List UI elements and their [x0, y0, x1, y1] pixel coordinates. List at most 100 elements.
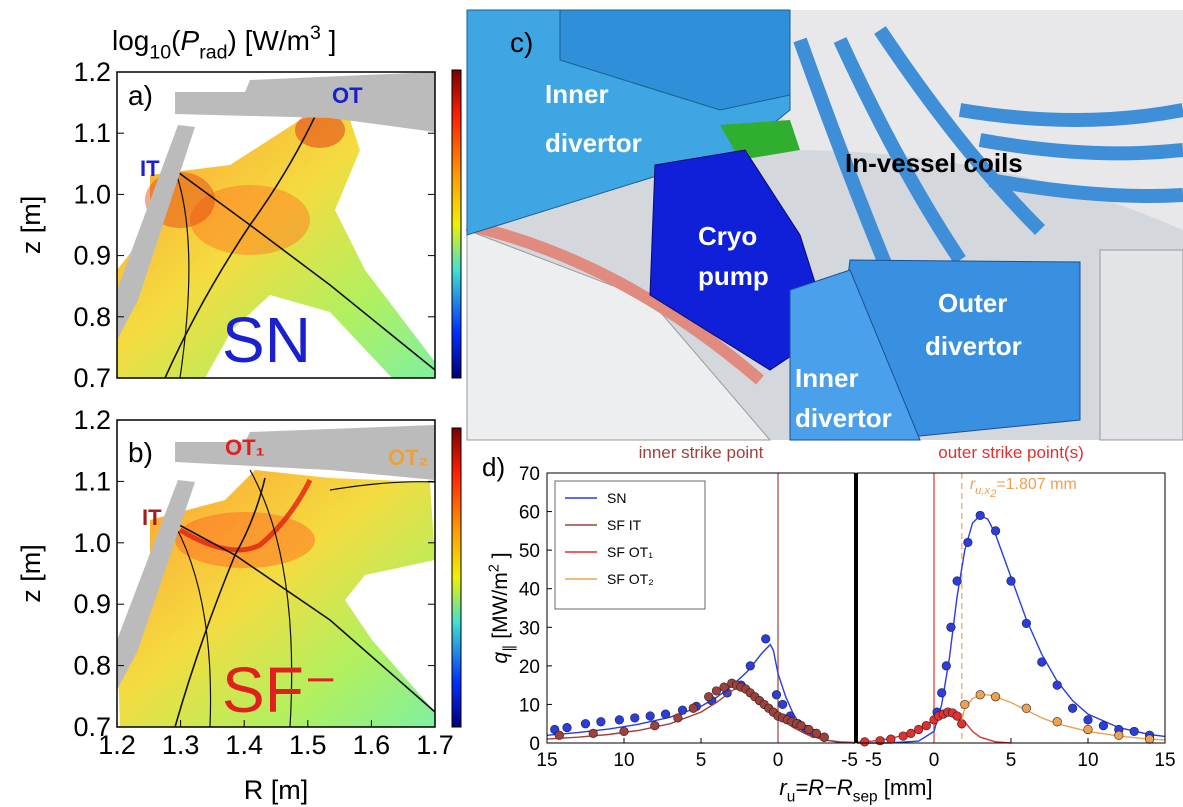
- data-point: [645, 711, 655, 721]
- text-part: r: [779, 775, 788, 800]
- data-point: [886, 734, 896, 744]
- data-point: [580, 719, 591, 729]
- plot-frame: [116, 419, 436, 728]
- photo-label: divertor: [925, 331, 1022, 361]
- data-point: [1083, 715, 1093, 725]
- data-point: [761, 634, 771, 644]
- data-point: [990, 692, 1001, 702]
- data-point: [1021, 618, 1032, 629]
- data-point: [796, 721, 806, 731]
- data-point: [614, 715, 624, 725]
- photo-panel: [465, 9, 1183, 441]
- text-part: 10: [149, 41, 171, 63]
- vessel: [760, 10, 1183, 230]
- legend-box: [554, 480, 706, 610]
- legend-label: SN: [607, 490, 626, 506]
- data-point: [630, 713, 640, 723]
- strike-label: OT₂: [388, 445, 428, 470]
- data-point: [898, 731, 908, 741]
- data-point: [650, 721, 660, 731]
- config-label: SN: [222, 304, 311, 376]
- colorbar: [451, 427, 462, 728]
- x-tick-label: 15: [536, 750, 557, 771]
- separatrix: [174, 524, 212, 727]
- x-tick-label: 5: [1006, 750, 1017, 771]
- data-point: [937, 688, 947, 698]
- x-tick-label: 1.6: [353, 730, 391, 760]
- y-tick-label: 0.8: [73, 302, 111, 332]
- photo-label: divertor: [545, 128, 642, 158]
- data-point: [688, 703, 698, 713]
- x-tick-label: 0: [773, 750, 784, 771]
- y-axis-label: z [m]: [16, 544, 46, 603]
- strike-label: IT: [142, 505, 162, 530]
- data-point: [811, 728, 822, 738]
- data-point: [1083, 724, 1093, 735]
- y-tick-label: 50: [519, 541, 540, 562]
- data-point: [963, 537, 973, 548]
- text-part: ∥: [501, 645, 517, 652]
- config-label: SF⁻: [222, 654, 338, 726]
- x-tick-label: 1.4: [225, 730, 263, 760]
- photo-label: divertor: [795, 403, 892, 433]
- wall: [175, 72, 435, 132]
- y-tick-label: 10: [519, 695, 540, 716]
- data-point: [562, 722, 572, 733]
- data-point: [1052, 717, 1062, 727]
- coil-pipe: [978, 133, 1183, 161]
- data-point: [1129, 726, 1139, 737]
- data-point: [1021, 703, 1032, 713]
- x-tick-label: -5: [841, 750, 858, 771]
- y-tick-label: 0.7: [73, 363, 111, 393]
- rail: [465, 219, 764, 385]
- y-tick-label: 0.9: [73, 241, 111, 271]
- wall: [117, 480, 195, 690]
- separatrix: [249, 469, 293, 727]
- y-tick-label: 1.0: [73, 179, 111, 209]
- strike-label: outer strike point(s): [938, 443, 1084, 462]
- annotation-value: 1.807: [1006, 476, 1046, 493]
- data-point: [860, 737, 870, 747]
- data-point: [952, 576, 962, 586]
- tiles: [466, 229, 772, 441]
- data-point: [588, 728, 598, 738]
- x-tick-label: 1.3: [162, 730, 200, 760]
- text-part: 3: [310, 22, 321, 44]
- data-point: [804, 724, 814, 735]
- separatrix: [174, 169, 435, 371]
- panel-label: a): [128, 80, 153, 111]
- photo-label: pump: [698, 261, 769, 291]
- text-part: =: [996, 476, 1005, 493]
- y-tick-label: 1.2: [73, 405, 111, 435]
- legend-label: SF OT₂: [607, 571, 654, 587]
- y-tick-label: 0.9: [73, 589, 111, 619]
- text-part: r: [970, 476, 976, 493]
- x-tick-label: 1.2: [98, 730, 136, 760]
- strike-label: inner strike point: [639, 443, 764, 462]
- y-tick-label: 0.8: [73, 651, 111, 681]
- model-line: [857, 514, 1166, 744]
- x-tick-label: 1.5: [289, 730, 327, 760]
- photo-label: Outer: [938, 288, 1007, 318]
- heatmap-b: [117, 420, 435, 727]
- radiation-region: [117, 105, 435, 378]
- data-point: [952, 711, 962, 721]
- separatrix: [174, 169, 190, 378]
- data-point: [704, 692, 714, 702]
- text-part: sep: [853, 789, 878, 806]
- port: [1099, 249, 1183, 441]
- data-point: [778, 699, 788, 710]
- annotation-unit: mm: [1046, 476, 1077, 493]
- x-tick-label: -5: [865, 750, 882, 771]
- data-point: [745, 661, 755, 671]
- colorbar: [451, 69, 462, 379]
- x-tick-label: 1.7: [416, 730, 454, 760]
- data-point: [1037, 657, 1047, 667]
- text-part: u: [787, 789, 796, 806]
- x-axis-label: ru=R−Rsep [mm]: [779, 775, 932, 806]
- data-point: [1144, 734, 1155, 744]
- separatrix: [164, 109, 319, 378]
- text-part: log: [112, 25, 149, 56]
